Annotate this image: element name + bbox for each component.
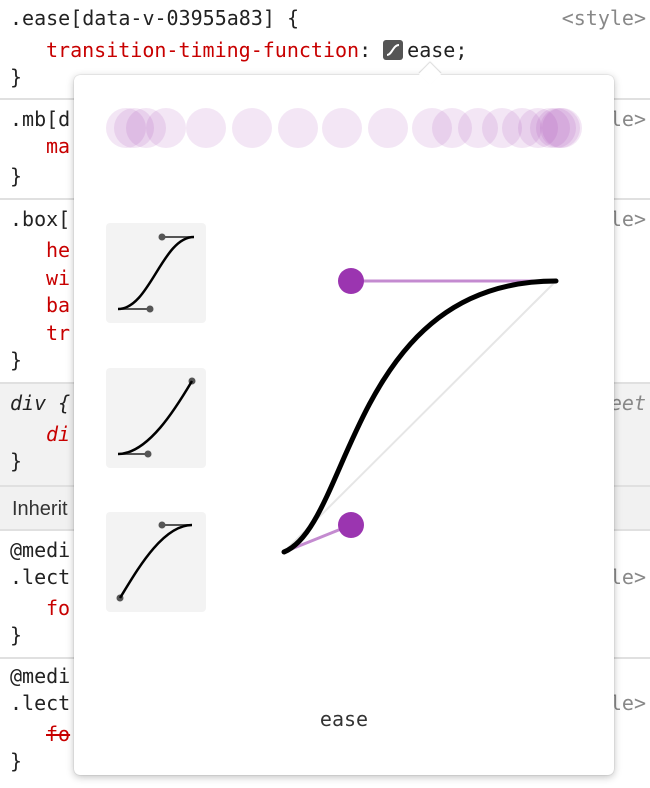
rule-source-link[interactable]: le> [609,207,646,231]
preview-dot [536,108,576,148]
preview-dot [322,108,362,148]
property-name[interactable]: he [46,238,71,262]
overridden-property-name[interactable]: fo [46,722,71,746]
preview-dot [482,108,522,148]
preview-dot [146,108,186,148]
preview-dot [530,108,570,148]
declaration[interactable]: transition-timing-function: ease; [46,37,467,63]
rule-close-brace: } [10,65,23,89]
media-query[interactable]: @medi [10,664,71,688]
rule-close-brace: } [10,449,23,473]
rule-close-brace: } [10,348,23,372]
rule-selector[interactable]: .lect [10,691,71,715]
preset-ease-in[interactable] [106,368,206,468]
ease-in-curve-icon [117,377,196,458]
curve-name-label: ease [319,707,369,731]
preset-ease-in-out[interactable] [106,223,206,323]
bezier-swatch-icon[interactable] [383,40,404,60]
control-handle-start [338,512,364,538]
preview-dot [540,108,580,148]
preview-dot [114,108,154,148]
preview-dot [186,108,226,148]
ease-in-out-curve-icon [117,233,195,313]
preview-dot [432,108,472,148]
preview-dot [458,108,498,148]
ease-out-curve-icon [116,521,193,602]
rule-selector[interactable]: .lect [10,565,71,589]
property-name[interactable]: ba [46,293,71,317]
preview-dot [232,108,272,148]
style-rule-ease: .ease[data-v-03955a83] { <style> transit… [0,0,650,100]
media-query[interactable]: @medi [10,538,71,562]
property-colon: : [359,38,372,62]
rule-source-link[interactable]: le> [609,565,646,589]
preview-dot [368,108,408,148]
rule-source-link[interactable]: <style> [561,6,646,30]
property-value[interactable]: ease; [407,38,468,62]
preview-dot [278,108,318,148]
rule-close-brace: } [10,623,23,647]
property-name[interactable]: ma [46,134,71,158]
timing-curve [281,278,559,555]
rule-source-label: eet [609,391,646,415]
preset-ease-out[interactable] [106,512,206,612]
linear-reference-line [283,280,557,553]
rule-selector[interactable]: .box[ [10,207,71,231]
preview-dot [126,108,166,148]
bezier-editor-popover: ease [74,62,614,775]
control-handle-end [338,268,364,294]
preview-dot [518,108,558,148]
property-name[interactable]: tr [46,321,71,345]
rule-source-link[interactable]: le> [609,107,646,131]
preview-dot [542,108,582,148]
property-name[interactable]: wi [46,266,71,290]
preview-dot [412,108,452,148]
preview-dot [106,108,146,148]
rule-close-brace: } [10,164,23,188]
rule-selector[interactable]: .ease[data-v-03955a83] { [10,6,299,30]
rule-selector: div { [10,391,71,415]
property-name[interactable]: transition-timing-function [46,38,360,62]
rule-selector[interactable]: .mb[d [10,107,71,131]
timing-preview[interactable] [74,98,614,158]
rule-source-link[interactable]: le> [609,691,646,715]
rule-close-brace: } [10,749,23,773]
inherited-label: Inherit [12,498,68,520]
bezier-curve-editor[interactable] [274,265,594,585]
property-name[interactable]: fo [46,596,71,620]
preview-dot [502,108,542,148]
property-name: di [46,422,71,446]
